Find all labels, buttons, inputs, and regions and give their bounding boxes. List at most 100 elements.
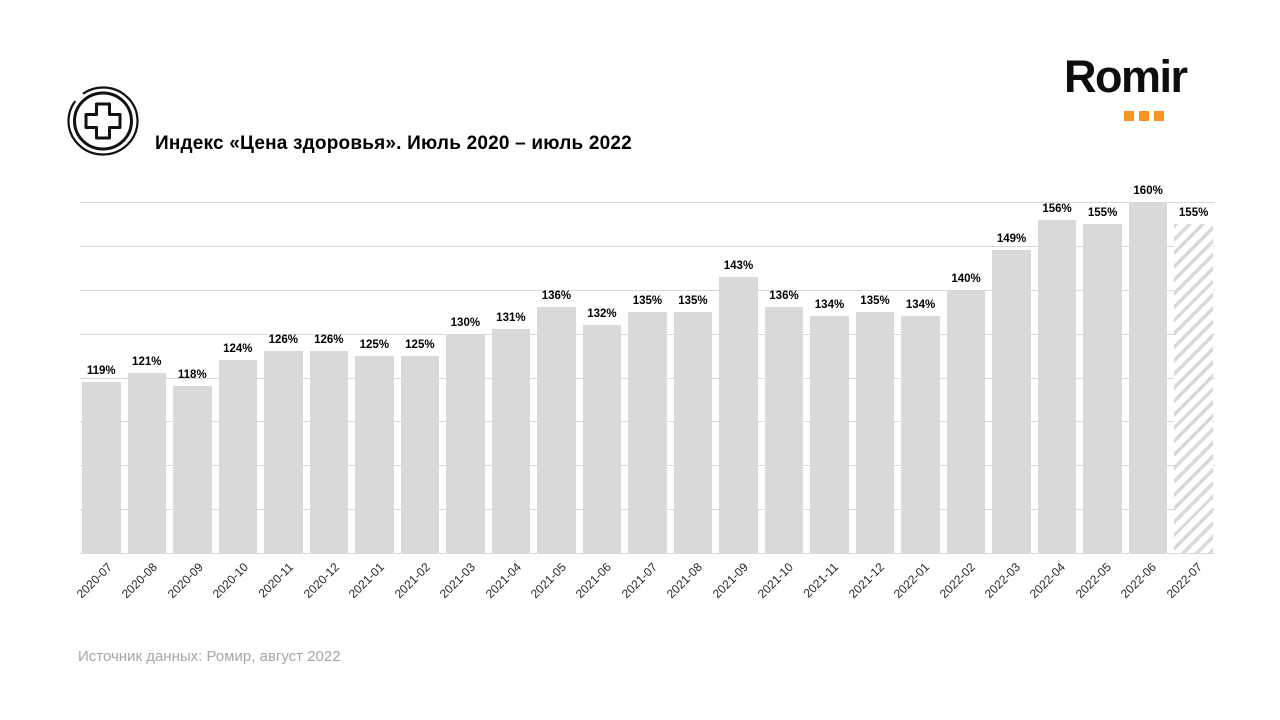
bar-group-2020-12: 126% [309,202,349,553]
bar-hatched [1174,223,1213,553]
x-axis-label-2021-07: 2021-07 [618,560,660,602]
x-axis-label-2021-01: 2021-01 [346,560,388,602]
bar-group-2021-06: 132% [582,202,622,553]
x-axis-label-2021-02: 2021-02 [391,560,433,602]
bar-group-2022-07: 155% [1174,202,1213,553]
x-axis-label-2021-04: 2021-04 [482,560,524,602]
bar-value-label: 130% [450,316,481,329]
romir-logo-text: Romir [1064,51,1188,102]
bar-group-2022-03: 149% [992,202,1031,553]
x-axis-label-2020-10: 2020-10 [210,560,252,602]
page-title: Индекс «Цена здоровья». Июль 2020 – июль… [155,133,632,154]
x-axis-label-2021-11: 2021-11 [800,560,842,601]
bar-group-2022-04: 156% [1037,202,1077,553]
bar [719,276,758,553]
bar-value-label: 118% [177,369,207,382]
bar [491,329,531,553]
x-axis-label-2021-05: 2021-05 [527,560,569,602]
bar [446,333,485,553]
logo-dot-icon [1139,111,1149,121]
bar-value-label: 135% [632,294,663,307]
x-axis-label-2022-02: 2022-02 [936,560,978,602]
gridline-80 [80,553,1215,554]
bar-value-label: 156% [1042,202,1072,215]
bar-value-label: 132% [587,307,617,320]
health-cross-icon [63,83,143,159]
bar [355,355,394,553]
bar-value-label: 134% [905,299,936,312]
bar [673,311,713,553]
bar-value-label: 136% [541,290,572,303]
x-axis-label-2022-04: 2022-04 [1027,560,1069,602]
bar-value-label: 155% [1087,206,1118,219]
romir-logo-dots-icon [1124,111,1164,121]
bar-group-2022-01: 134% [901,202,940,553]
bar [264,351,303,553]
x-axis-label-2022-05: 2022-05 [1072,560,1114,602]
romir-logo: Romir [1064,52,1214,127]
bar-value-label: 155% [1178,206,1209,219]
logo-dot-icon [1154,111,1164,121]
bar [1083,223,1122,553]
bar [764,307,804,553]
bar-value-label: 136% [769,290,799,303]
x-axis-label-2022-06: 2022-06 [1118,560,1160,602]
x-axis-label-2022-01: 2022-01 [891,560,933,602]
x-axis-label-2020-08: 2020-08 [119,560,161,602]
bar [309,351,349,553]
bar-group-2022-05: 155% [1083,202,1122,553]
x-axis-label-2020-07: 2020-07 [73,560,115,602]
x-axis-label-2021-10: 2021-10 [754,560,796,602]
bar-value-label: 121% [132,356,162,369]
logo-dot-icon [1124,111,1134,121]
x-axis-label-2021-08: 2021-08 [664,560,706,602]
bar-group-2020-08: 121% [127,202,167,553]
x-axis-label-2020-12: 2020-12 [300,560,342,602]
bar-group-2021-01: 125% [355,202,394,553]
x-axis-label-2022-07: 2022-07 [1163,560,1205,602]
bar [582,324,622,553]
bar [628,311,667,553]
x-axis-label-2021-09: 2021-09 [709,560,751,602]
bar-group-2022-06: 160% [1128,185,1168,553]
x-axis-label-2020-09: 2020-09 [164,560,206,602]
bar-group-2022-02: 140% [946,202,986,553]
bar-value-label: 125% [359,338,390,351]
gridline-160 [80,202,1215,203]
bar-group-2021-03: 130% [446,202,485,553]
bar-group-2020-07: 119% [82,202,121,553]
bar-value-label: 140% [951,272,981,285]
bar [82,381,121,553]
bar-value-label: 135% [678,294,708,307]
bar [400,355,440,553]
bar-group-2020-09: 118% [173,202,212,553]
bar-value-label: 125% [405,338,435,351]
x-axis-label-2021-12: 2021-12 [845,560,887,602]
x-axis-label-2022-03: 2022-03 [981,560,1023,602]
bar-group-2021-05: 136% [537,202,576,553]
chart-plot-area: 119% 121% 118% 124% 126% 126% 125% 125% 130% 131%… [80,185,1215,554]
bar-value-label: 126% [314,334,344,347]
bar-group-2021-09: 143% [719,202,758,553]
bar [1128,202,1168,553]
x-axis-label-2020-11: 2020-11 [256,560,297,601]
bar-value-label: 126% [268,334,299,347]
bar [1037,219,1077,553]
bar [537,307,576,553]
bar-value-label: 134% [814,299,845,312]
bar-group-2020-10: 124% [218,202,258,553]
bar-group-2021-10: 136% [764,202,804,553]
bar-value-label: 143% [723,259,754,272]
bar [127,373,167,553]
bar-group-2021-04: 131% [491,202,531,553]
bar [946,289,986,553]
bar [173,386,212,553]
bar [992,250,1031,553]
bar [901,316,940,553]
bar-value-label: 160% [1133,185,1163,197]
x-axis-label-2021-03: 2021-03 [437,560,479,602]
x-axis-label-2021-06: 2021-06 [573,560,615,602]
gridline-150 [80,245,1215,247]
x-axis-labels: 2020-07 2020-08 2020-09 2020-10 2020-11 2020-… [74,560,1215,630]
bar-group-2021-07: 135% [628,202,667,553]
